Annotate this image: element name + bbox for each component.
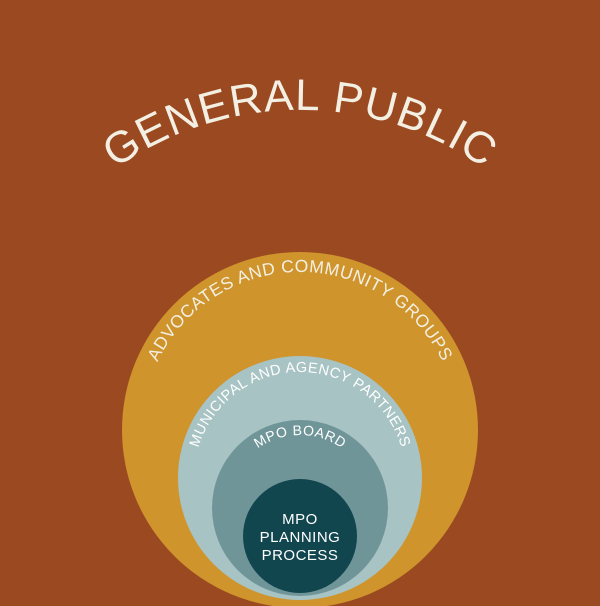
ring-label-core-line-1: PLANNING [260,529,341,546]
ring-label-core-line-2: PROCESS [262,547,339,564]
ring-label-core-line-0: MPO [282,511,318,528]
